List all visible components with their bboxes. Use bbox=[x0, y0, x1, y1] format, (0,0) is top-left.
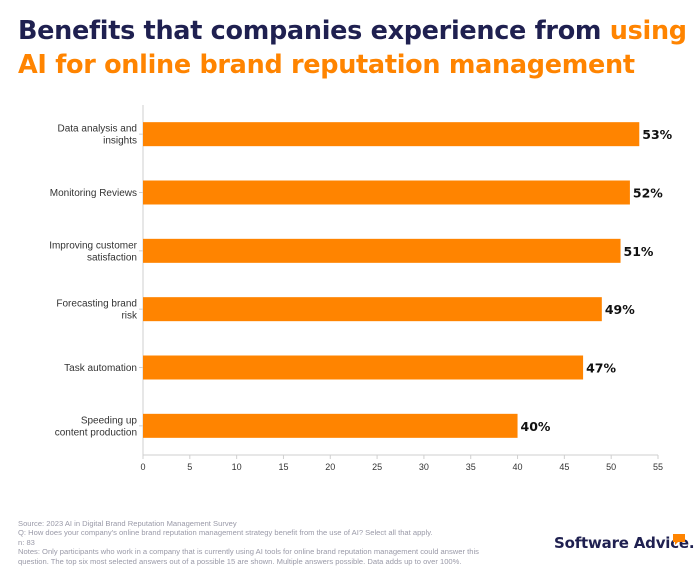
x-tick-label-8: 40 bbox=[513, 462, 523, 472]
bar-chart: 0 5 10 15 20 25 30 35 40 45 50 55 53% Data analysis a… bbox=[49, 105, 673, 472]
sample-size-note: n: 83 bbox=[18, 537, 35, 547]
x-tick-label-3: 15 bbox=[278, 462, 288, 472]
category-label-5: Speeding up content production bbox=[55, 415, 138, 438]
x-tick-label-4: 20 bbox=[325, 462, 335, 472]
source-note: Source: 2023 AI in Digital Brand Reputat… bbox=[18, 519, 237, 528]
x-tick-label-0: 0 bbox=[140, 462, 145, 472]
x-tick-label-11: 55 bbox=[653, 462, 663, 472]
x-tick-label-1: 5 bbox=[187, 462, 192, 472]
chart-footnotes: Source: 2023 AI in Digital Brand Reputat… bbox=[18, 519, 488, 566]
x-tick-label-5: 25 bbox=[372, 462, 382, 472]
bar-1 bbox=[143, 180, 630, 205]
question-note: Q: How does your company's online brand … bbox=[18, 528, 433, 538]
value-label-4: 47% bbox=[586, 361, 616, 376]
bar-4 bbox=[143, 355, 584, 380]
x-tick-label-10: 50 bbox=[606, 462, 616, 472]
speech-bubble-icon bbox=[673, 534, 685, 545]
value-label-3: 49% bbox=[605, 302, 635, 317]
notes-text: Notes: Only participants who work in a c… bbox=[18, 547, 479, 566]
bar-3 bbox=[143, 297, 602, 322]
x-tick-label-6: 30 bbox=[419, 462, 429, 472]
x-tick-label-7: 35 bbox=[466, 462, 476, 472]
value-label-0: 53% bbox=[642, 127, 672, 142]
category-label-3: Forecasting brand risk bbox=[56, 299, 138, 322]
value-label-5: 40% bbox=[521, 419, 551, 434]
x-tick-label-2: 10 bbox=[232, 462, 242, 472]
bar-5 bbox=[143, 413, 518, 438]
category-label-0: Data analysis and insights bbox=[58, 124, 138, 147]
value-label-2: 51% bbox=[624, 244, 654, 259]
category-label-1: Monitoring Reviews bbox=[50, 188, 137, 199]
chart-title: Benefits that companies experience from … bbox=[18, 14, 688, 82]
x-tick-label-9: 45 bbox=[559, 462, 569, 472]
category-label-2: Improving customer satisfaction bbox=[49, 240, 137, 263]
bar-0 bbox=[143, 122, 640, 147]
title-part-1: Benefits that companies experience from bbox=[18, 16, 610, 46]
category-label-4: Task automation bbox=[64, 363, 137, 374]
title-part-2-highlight: using AI for online brand reputation man… bbox=[18, 16, 687, 80]
value-label-1: 52% bbox=[633, 186, 663, 201]
software-advice-logo: Software Advice. bbox=[554, 534, 695, 552]
bar-2 bbox=[143, 238, 621, 263]
